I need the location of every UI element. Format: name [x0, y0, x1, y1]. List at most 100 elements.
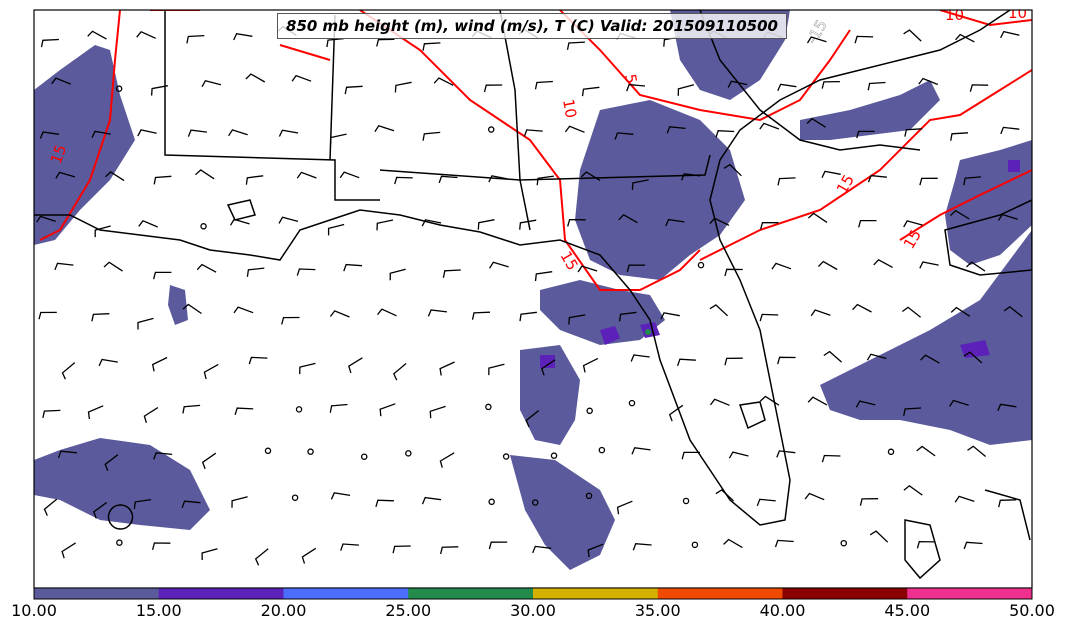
wind-barb [1000, 30, 1020, 39]
wind-barb [187, 129, 207, 137]
contour-15-se [899, 169, 1032, 241]
wind-barb [246, 267, 265, 277]
wind-barb [997, 213, 1018, 221]
wind-barb [228, 129, 248, 137]
wind-barb [774, 539, 794, 548]
wind-barb [153, 175, 172, 185]
wind-barb [807, 396, 828, 406]
wind-barb [233, 306, 254, 314]
contour-label: 5 [621, 73, 640, 86]
wind-barb [93, 501, 108, 519]
wind-barb [133, 498, 152, 509]
wind-barb [997, 403, 1017, 412]
wind-barb [776, 450, 796, 458]
wind-barb [821, 170, 841, 178]
wind-barb [950, 306, 971, 317]
wind-barb [138, 220, 158, 228]
wind-barb [715, 130, 735, 138]
wind-barb [433, 77, 454, 86]
wind-barb [137, 317, 154, 330]
colorbar-segment [158, 588, 284, 599]
wind-barb [87, 405, 104, 419]
wind-barb [728, 451, 749, 459]
wind-barb [296, 268, 316, 276]
colorbar-tick-label: 20.00 [260, 601, 307, 620]
wind-barb [61, 542, 76, 559]
wind-barb [771, 262, 792, 270]
wind-barb [104, 454, 119, 472]
wind-barb [821, 454, 841, 463]
calm-marker [487, 126, 495, 133]
wind-barb [422, 131, 441, 141]
calm-marker [405, 450, 412, 457]
wind-barb [759, 395, 780, 406]
contour-label: 10 [1008, 4, 1027, 22]
wind-barb [143, 407, 159, 423]
wind-barb [439, 452, 455, 468]
wind-barb [631, 179, 649, 190]
colorbar-segment [533, 588, 659, 599]
contour-label: 10 [945, 6, 964, 24]
wind-barb [567, 218, 586, 227]
calm-marker [550, 452, 558, 459]
temperature-contours [39, 10, 1032, 291]
wind-barb [51, 77, 71, 85]
calm-marker [598, 446, 606, 454]
wind-barb [854, 35, 874, 44]
wind-barb [759, 313, 779, 322]
wind-barb [869, 530, 889, 543]
contour-15-east [699, 69, 1032, 261]
wind-barb [954, 495, 975, 503]
wind-barb [916, 445, 936, 457]
colorbar-tick-label: 45.00 [884, 601, 931, 620]
wind-barb [201, 452, 217, 470]
shade-region [945, 140, 1032, 265]
calm-marker [488, 498, 495, 506]
state-border [379, 169, 521, 181]
colorbar-segment [34, 588, 160, 599]
wind-barb [471, 311, 491, 320]
wind-barb [536, 175, 554, 186]
wind-barb [806, 36, 827, 44]
wind-barb [856, 130, 875, 139]
contour-label: 15 [900, 226, 925, 252]
wind-barb [904, 128, 923, 137]
wind-barb [966, 261, 986, 272]
colorbar [34, 588, 1033, 599]
wind-barb [665, 218, 685, 227]
wind-barb [577, 265, 598, 273]
wind-barb [91, 130, 111, 138]
coastline [34, 10, 1032, 580]
colorbar-segment [283, 588, 409, 599]
shade-region [800, 80, 940, 140]
shade-region [34, 438, 210, 530]
wind-barb [61, 362, 76, 380]
wind-barb [519, 219, 537, 230]
wind-barb [291, 74, 312, 82]
wind-barb [534, 80, 553, 90]
contour-15-gulf [150, 10, 331, 61]
wind-barb [777, 83, 797, 92]
wind-barb [902, 306, 922, 318]
wind-barb [903, 220, 923, 228]
wind-barb [94, 225, 111, 238]
wind-barb [810, 309, 831, 317]
wind-barb [488, 541, 508, 550]
wind-barb [859, 498, 879, 506]
shade-region [575, 100, 745, 280]
wind-barb [955, 33, 975, 43]
wind-barb [580, 171, 601, 181]
calm-markers [115, 85, 895, 549]
calm-marker [691, 541, 699, 549]
wind-barb [281, 316, 300, 325]
wind-barb [709, 398, 730, 406]
colorbar-segment [782, 588, 908, 599]
calm-marker [586, 407, 593, 415]
wind-barb [919, 177, 938, 186]
calm-marker [360, 453, 368, 460]
colorbar-tick-label: 50.00 [1009, 601, 1055, 620]
wind-barb [759, 122, 780, 130]
wind-barb [374, 125, 395, 133]
island [984, 489, 1031, 541]
